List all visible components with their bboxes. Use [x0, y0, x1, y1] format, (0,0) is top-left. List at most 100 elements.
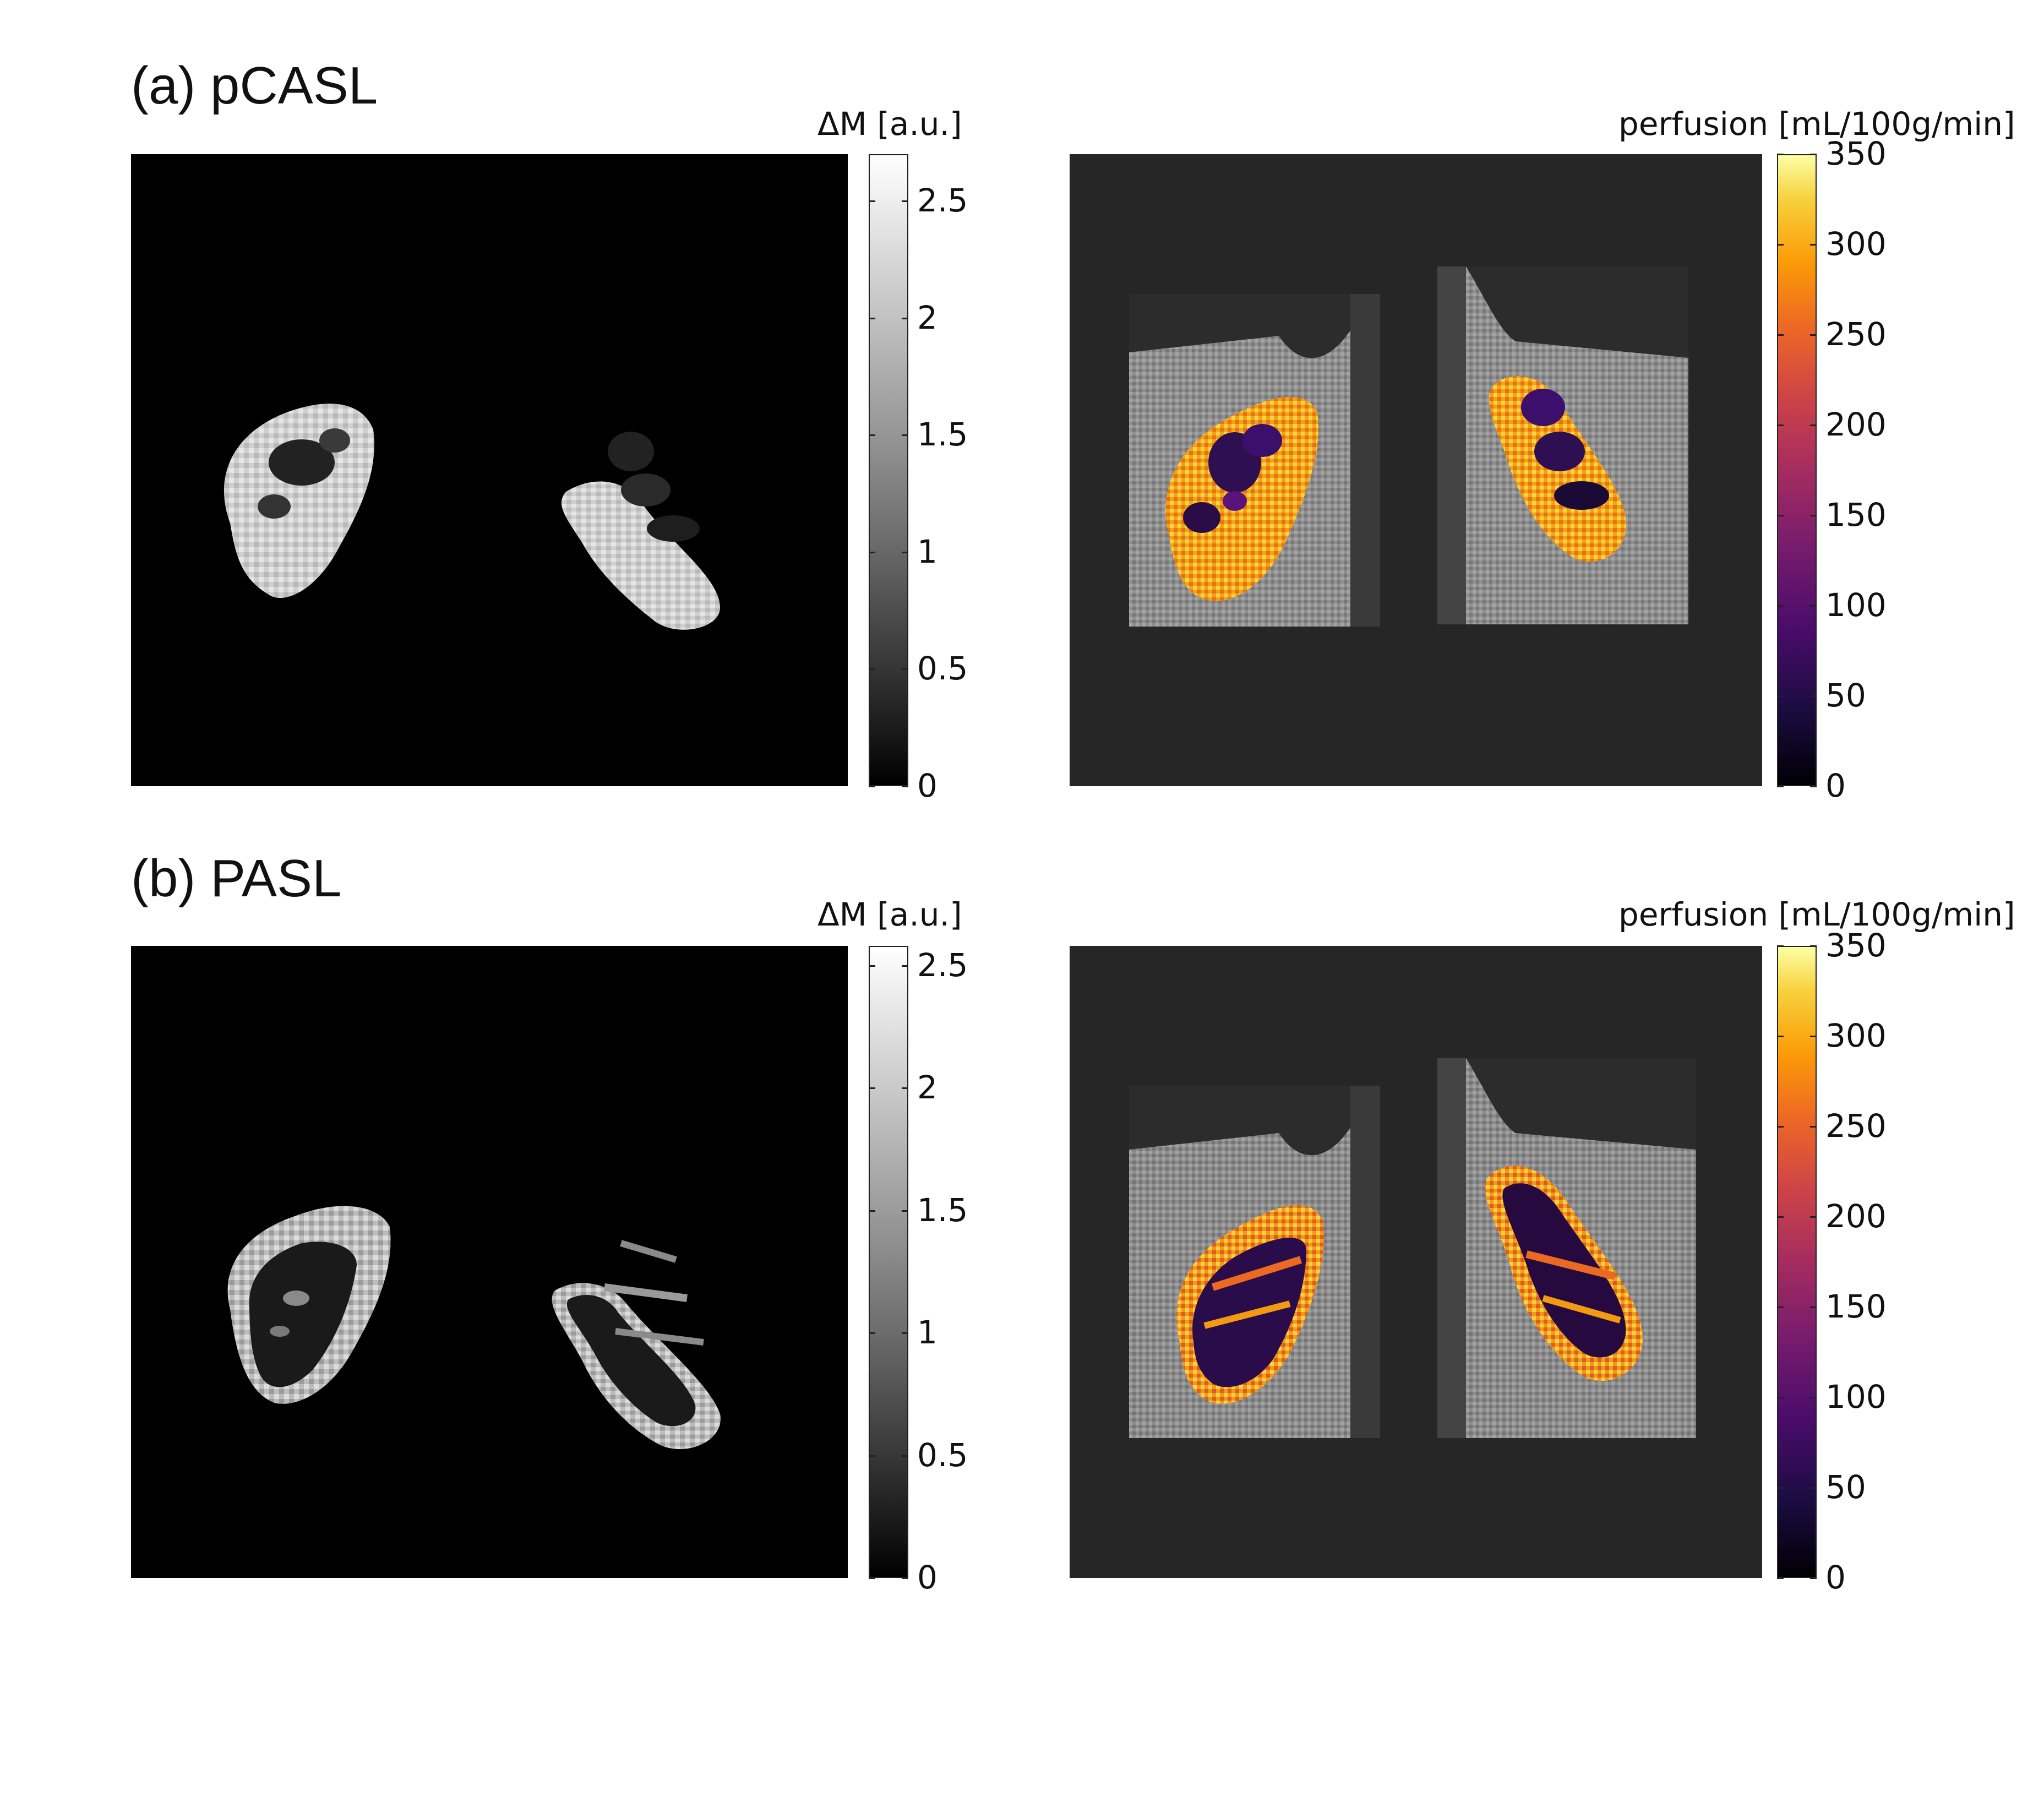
colorbar-tick-label: 350	[1825, 135, 1887, 172]
colorbar-tick-mark	[902, 965, 908, 967]
deltam-colorbar-ticks-a: 0 0.5 1 1.5 2 2.5	[869, 154, 968, 802]
colorbar-tick-mark	[1810, 945, 1817, 947]
colorbar-tick-label: 0	[917, 1559, 937, 1596]
colorbar-tick-mark	[1810, 1487, 1817, 1489]
colorbar-tick-mark	[1777, 1577, 1784, 1579]
perfusion-kidney-right-a	[1489, 376, 1627, 562]
colorbar-tick-mark	[1777, 334, 1784, 336]
colorbar-tick-mark	[1810, 695, 1817, 697]
colorbar-tick-mark	[1777, 1306, 1784, 1308]
colorbar-tick-label: 150	[1825, 496, 1887, 533]
colorbar-tick-mark	[1777, 945, 1784, 947]
colorbar-tick-mark	[1777, 154, 1784, 155]
colorbar-tick-mark	[869, 1455, 875, 1457]
deltam-colorbar-ticks-b: 0 0.5 1 1.5 2 2.5	[869, 946, 968, 1593]
colorbar-tick-mark	[1777, 695, 1784, 697]
colorbar-tick-mark	[869, 1332, 875, 1335]
colorbar-tick-mark	[1810, 1216, 1817, 1218]
row-a-title: (a) pCASL	[131, 56, 378, 115]
colorbar-tick-mark	[1810, 334, 1817, 336]
colorbar-tick-label: 200	[1825, 1197, 1887, 1235]
perfusion-colorbar-ticks-a: 0 50 100 150 200 250 300 350	[1777, 138, 1887, 802]
colorbar-tick-mark	[1777, 1216, 1784, 1218]
colorbar-tick-label: 300	[1825, 1017, 1887, 1054]
perfusion-colorbar-b	[1777, 946, 1817, 1578]
colorbar-tick-mark	[869, 1577, 875, 1579]
colorbar-tick-label: 1	[917, 1314, 937, 1352]
row-b-title: (b) PASL	[131, 849, 342, 908]
colorbar-tick-mark	[869, 1087, 875, 1090]
colorbar-tick-mark	[869, 965, 875, 967]
colorbar-tick-label: 350	[1825, 927, 1887, 964]
colorbar-tick-mark	[1777, 605, 1784, 607]
colorbar-tick-mark	[1810, 605, 1817, 607]
perfusion-colorbar-title-a: perfusion [mL/100g/min]	[1618, 105, 2015, 143]
kidney-right-shape	[561, 432, 720, 630]
colorbar-tick-mark	[1777, 786, 1784, 787]
perfusion-kidney-left-b	[1176, 1205, 1324, 1404]
kidney-left-shape	[224, 404, 374, 598]
colorbar-tick-mark	[1777, 1397, 1784, 1398]
colorbar-tick-mark	[1777, 1036, 1784, 1037]
colorbar-tick-mark	[1810, 244, 1817, 246]
colorbar-tick-mark	[869, 551, 875, 553]
colorbar-tick-mark	[1777, 1487, 1784, 1489]
perfusion-kidney-right-b	[1485, 1166, 1643, 1381]
colorbar-tick-mark	[869, 200, 875, 203]
colorbar-tick-label: 1.5	[917, 416, 968, 454]
colorbar-tick-label: 0.5	[917, 650, 968, 688]
colorbar-tick-mark	[902, 668, 908, 671]
colorbar-tick-mark	[869, 434, 875, 437]
colorbar-tick-label: 0	[917, 767, 937, 804]
perfusion-map-pasl	[1070, 946, 1762, 1578]
colorbar-tick-label: 2.5	[917, 946, 968, 984]
colorbar-tick-mark	[902, 200, 908, 203]
colorbar-tick-label: 1	[917, 532, 937, 570]
colorbar-tick-label: 250	[1825, 315, 1887, 353]
colorbar-tick-label: 0.5	[917, 1436, 968, 1474]
colorbar-tick-label: 150	[1825, 1288, 1887, 1325]
perfusion-colorbar-title-b: perfusion [mL/100g/min]	[1618, 896, 2015, 933]
colorbar-tick-mark	[1810, 1126, 1817, 1128]
colorbar-tick-label: 0	[1825, 1559, 1846, 1596]
colorbar-tick-label: 100	[1825, 1378, 1887, 1415]
perfusion-colorbar-a	[1777, 154, 1817, 786]
colorbar-tick-mark	[1777, 244, 1784, 246]
colorbar-tick-mark	[1810, 424, 1817, 426]
colorbar-tick-mark	[1810, 515, 1817, 516]
colorbar-tick-label: 100	[1825, 586, 1887, 624]
deltam-colorbar-b	[869, 946, 908, 1578]
colorbar-tick-label: 300	[1825, 225, 1887, 263]
deltam-map-pcasl	[131, 154, 848, 786]
colorbar-tick-mark	[902, 1087, 908, 1090]
colorbar-tick-label: 2	[917, 1069, 937, 1107]
colorbar-tick-label: 1.5	[917, 1191, 968, 1229]
colorbar-tick-mark	[902, 1577, 908, 1579]
colorbar-tick-mark	[869, 317, 875, 319]
colorbar-tick-label: 0	[1825, 767, 1846, 804]
colorbar-tick-mark	[1810, 1577, 1817, 1579]
colorbar-tick-mark	[902, 1210, 908, 1212]
colorbar-tick-mark	[1777, 424, 1784, 426]
kidney-left-shape-b	[227, 1206, 391, 1404]
deltam-colorbar-a	[869, 154, 908, 786]
colorbar-tick-mark	[902, 317, 908, 319]
deltam-map-pasl	[131, 946, 848, 1578]
colorbar-tick-label: 2.5	[917, 182, 968, 220]
deltam-colorbar-title-b: ΔM [a.u.]	[817, 896, 962, 933]
colorbar-tick-mark	[902, 786, 908, 787]
perfusion-colorbar-ticks-b: 0 50 100 150 200 250 300 350	[1777, 929, 1887, 1593]
colorbar-tick-mark	[1810, 1306, 1817, 1308]
colorbar-tick-mark	[1777, 515, 1784, 516]
perfusion-map-pcasl	[1070, 154, 1762, 786]
colorbar-tick-mark	[1810, 1036, 1817, 1037]
colorbar-tick-mark	[1777, 1126, 1784, 1128]
colorbar-tick-mark	[869, 668, 875, 671]
perfusion-kidney-left-a	[1165, 397, 1318, 601]
colorbar-tick-label: 250	[1825, 1107, 1887, 1145]
colorbar-tick-mark	[869, 1210, 875, 1212]
colorbar-tick-mark	[902, 1332, 908, 1335]
colorbar-tick-mark	[1810, 1397, 1817, 1398]
colorbar-tick-label: 50	[1825, 677, 1866, 714]
colorbar-tick-mark	[1810, 786, 1817, 787]
